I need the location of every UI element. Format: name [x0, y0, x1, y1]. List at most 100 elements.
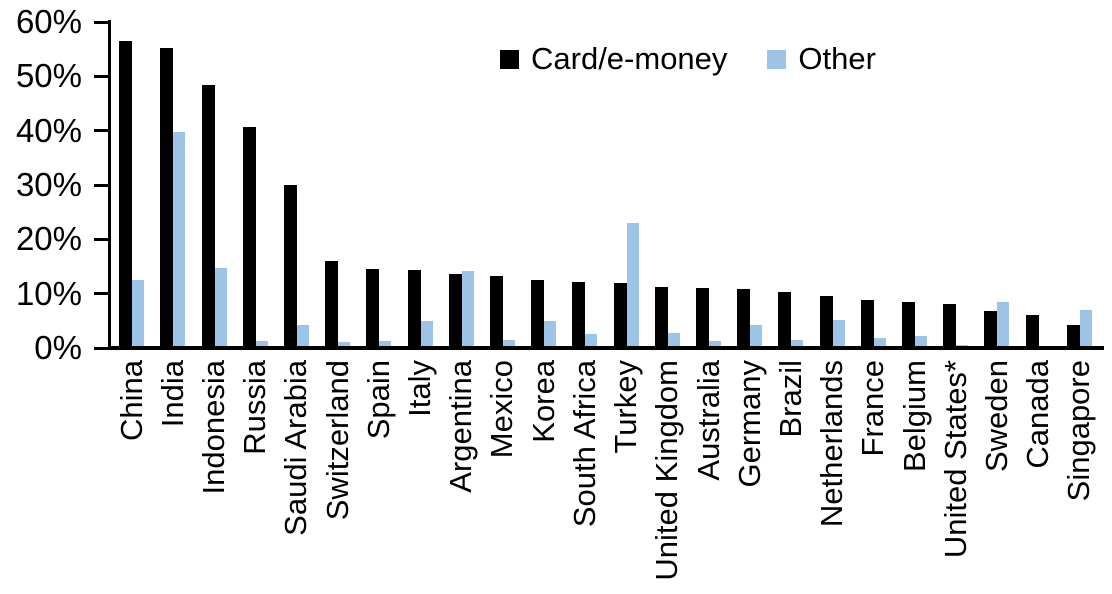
y-axis-label-40: 40%: [15, 111, 82, 149]
bar-other-australia: [709, 341, 721, 346]
bar-other-brazil: [791, 340, 804, 346]
bar-card-e-money-brazil: [778, 292, 792, 346]
bar-card-e-money-argentina: [448, 274, 462, 346]
x-axis-label-cell-belgium: Belgium: [894, 360, 935, 594]
bar-card-e-money-india: [160, 48, 174, 346]
bar-card-e-money-australia: [696, 288, 709, 346]
bar-card-e-money-united-states: [943, 304, 957, 346]
bar-group-france: [853, 22, 894, 346]
y-axis-tick-60: [94, 20, 108, 24]
y-axis-tick-30: [94, 183, 108, 187]
bar-card-e-money-saudi-arabia: [283, 185, 297, 346]
bar-group-canada: [1018, 22, 1059, 346]
x-axis-label-cell-australia: Australia: [688, 360, 729, 594]
bar-group-argentina: [441, 22, 482, 346]
bar-card-e-money-russia: [242, 127, 256, 346]
bar-other-russia: [255, 341, 268, 346]
x-axis-label-cell-russia: Russia: [235, 360, 276, 594]
x-axis-label-indonesia: Indonesia: [196, 360, 231, 495]
bar-other-south-africa: [585, 334, 598, 346]
y-axis-label-10: 10%: [15, 274, 82, 312]
bar-group-belgium: [894, 22, 935, 346]
bar-other-singapore: [1079, 310, 1092, 346]
x-axis-label-cell-singapore: Singapore: [1059, 360, 1100, 594]
bar-group-saudi-arabia: [276, 22, 317, 346]
x-axis-label-argentina: Argentina: [443, 360, 479, 493]
bar-other-united-states: [956, 345, 969, 346]
x-axis-label-brazil: Brazil: [772, 360, 808, 438]
bar-other-korea: [544, 321, 557, 346]
bar-card-e-money-canada: [1025, 315, 1039, 346]
bar-other-indonesia: [214, 268, 227, 346]
x-axis-label-sweden: Sweden: [978, 360, 1014, 473]
x-axis-label-netherlands: Netherlands: [814, 360, 850, 528]
bar-group-netherlands: [812, 22, 853, 346]
y-axis-tick-40: [94, 129, 108, 133]
legend-label-other: Other: [798, 41, 876, 76]
bar-other-france: [873, 338, 886, 346]
x-axis-label-korea: Korea: [525, 360, 561, 443]
y-axis-label-20: 20%: [15, 220, 82, 258]
bar-card-e-money-sweden: [984, 311, 998, 346]
x-axis-label-belgium: Belgium: [896, 360, 932, 472]
y-axis-label-60: 60%: [15, 3, 82, 40]
y-axis-line: [108, 20, 111, 350]
x-axis-label-china: China: [113, 360, 149, 441]
bar-card-e-money-netherlands: [819, 296, 833, 346]
x-axis-label-canada: Canada: [1020, 360, 1056, 469]
bar-card-e-money-south-africa: [572, 282, 586, 346]
bar-group-sweden: [976, 22, 1017, 346]
bar-card-e-money-italy: [407, 270, 421, 346]
bar-card-e-money-mexico: [489, 276, 503, 346]
x-axis-label-mexico: Mexico: [484, 360, 520, 459]
bar-group-brazil: [770, 22, 811, 346]
x-axis-label-cell-indonesia: Indonesia: [193, 360, 234, 594]
y-axis-label-30: 30%: [15, 166, 82, 203]
bar-other-italy: [420, 321, 433, 346]
x-axis-label-united-states: United States*: [937, 360, 973, 559]
bar-other-germany: [750, 325, 763, 346]
legend-item-card-e-money: Card/e-money: [500, 41, 727, 77]
x-axis-label-cell-turkey: Turkey: [606, 360, 647, 594]
bar-group-germany: [729, 22, 770, 346]
card-e-money-swatch: [500, 49, 519, 69]
bar-card-e-money-china: [119, 41, 133, 346]
bar-card-e-money-korea: [531, 280, 545, 346]
x-axis-label-cell-united-kingdom: United Kingdom: [647, 360, 688, 594]
bar-group-indonesia: [193, 22, 234, 346]
y-axis-label-50: 50%: [15, 57, 82, 95]
x-axis-label-russia: Russia: [237, 360, 273, 455]
bar-group-italy: [399, 22, 440, 346]
bar-card-e-money-indonesia: [201, 85, 215, 346]
bar-group-korea: [523, 22, 564, 346]
chart-legend: Card/e-money Other: [500, 41, 876, 77]
x-axis-label-south-africa: South Africa: [566, 360, 602, 528]
x-axis-label-cell-mexico: Mexico: [482, 360, 523, 594]
bar-card-e-money-united-kingdom: [654, 287, 668, 346]
bar-other-belgium: [915, 336, 928, 346]
x-axis-label-italy: Italy: [402, 360, 438, 417]
x-axis-labels: China India Indonesia Russia Saudi Arabia Swi…: [111, 360, 1100, 594]
bar-group-mexico: [482, 22, 523, 346]
bar-group-russia: [235, 22, 276, 346]
bar-other-switzerland: [338, 342, 351, 346]
bar-group-turkey: [606, 22, 647, 346]
bar-other-china: [132, 280, 145, 346]
other-swatch: [767, 49, 787, 69]
bar-card-e-money-belgium: [902, 302, 916, 346]
plot-area: [111, 22, 1100, 346]
x-axis-label-cell-spain: Spain: [358, 360, 399, 594]
x-axis-label-cell-germany: Germany: [729, 360, 770, 594]
bar-group-singapore: [1059, 22, 1100, 346]
bar-other-saudi-arabia: [296, 325, 309, 346]
bar-card-e-money-spain: [366, 269, 380, 346]
x-axis-label-cell-argentina: Argentina: [441, 360, 482, 594]
bar-other-netherlands: [832, 320, 845, 346]
bar-group-india: [152, 22, 193, 346]
x-axis-label-switzerland: Switzerland: [319, 360, 355, 521]
bar-group-china: [111, 22, 152, 346]
x-axis-label-united-kingdom: United Kingdom: [649, 360, 685, 581]
bar-group-australia: [688, 22, 729, 346]
x-axis-label-cell-india: India: [152, 360, 193, 594]
